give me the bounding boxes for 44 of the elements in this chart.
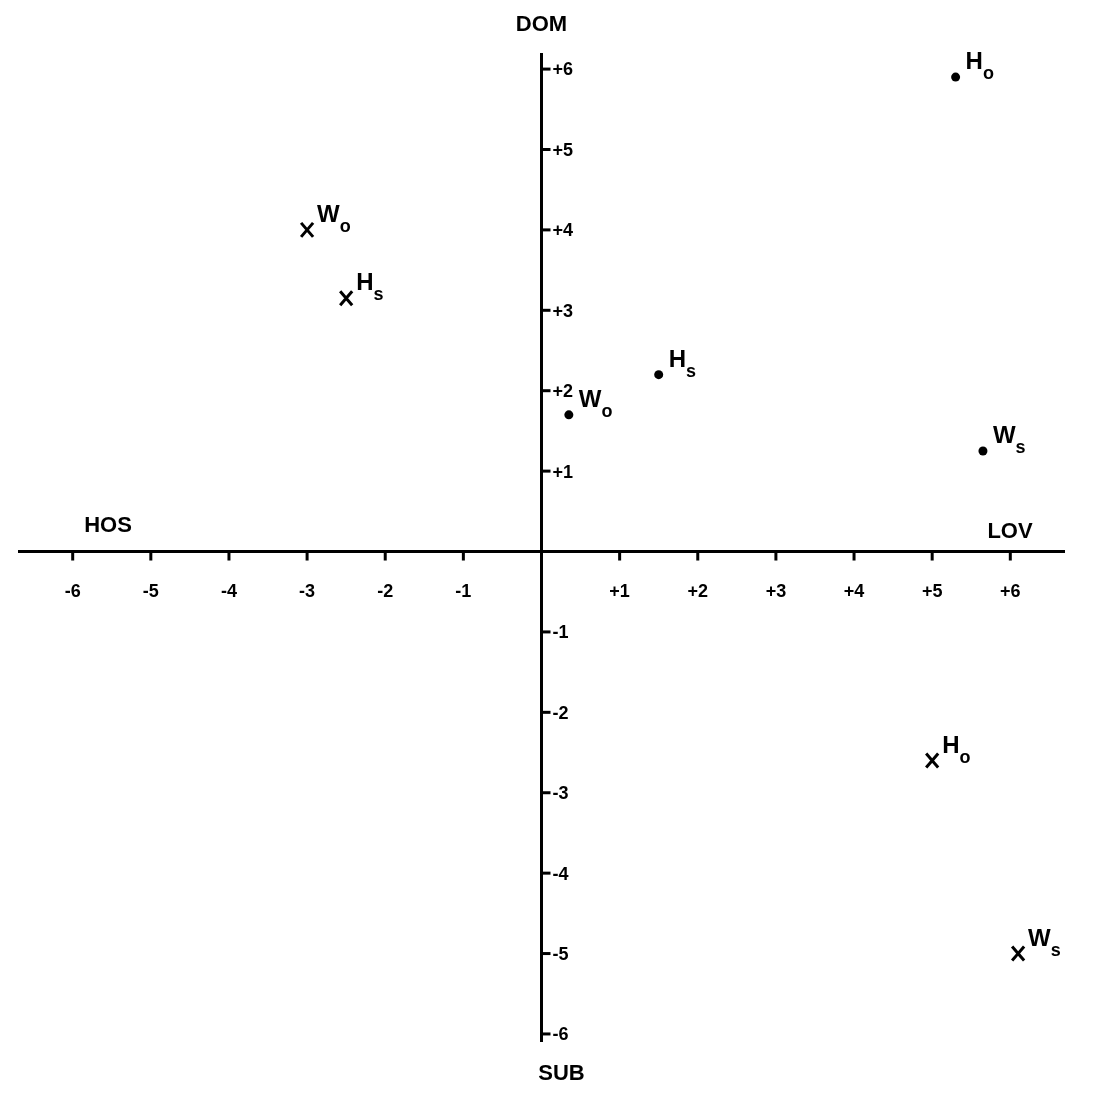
point [1010,945,1026,963]
annotation: H$_{o}$ [965,47,994,84]
x-tick-label: -6 [64,581,81,602]
text: SUB [538,1060,585,1085]
x-tick-label: +6 [1000,581,1021,602]
y-tick-label: -2 [552,702,569,723]
x-tick-label: +4 [843,581,865,602]
x-tick-label: +2 [687,581,709,602]
annotation: HOS [84,511,132,537]
y-tick-label: +5 [552,139,574,160]
annotation: W$_{o}$ [578,384,613,421]
y-tick-label: +6 [552,59,574,80]
y-tick-label: -3 [552,783,569,804]
y-tick-label: +2 [552,381,574,402]
annotation: W$_{o}$ [317,199,351,236]
x-tick-label: +1 [609,581,630,602]
point [299,221,315,239]
text: DOM [515,11,568,36]
annotation: H$_{s}$ [356,268,384,305]
y-tick-label: -6 [552,1024,569,1045]
x-tick-label: -2 [377,581,394,602]
point [564,410,574,420]
x-tick-label: -4 [220,581,237,602]
y-tick-label: +3 [552,300,574,321]
x-tick-label: -5 [142,581,159,602]
annotation: H$_{o}$ [942,730,971,767]
x-tick-label: -1 [455,581,472,602]
y-tick-label: -1 [552,622,569,643]
y-tick-label: -5 [552,943,569,964]
annotation: W$_{s}$ [1028,923,1061,960]
point [924,752,940,770]
x-tick-label: -3 [299,581,316,602]
annotation: LOV [987,517,1033,543]
y-tick-label: +4 [552,220,574,241]
x-tick-label: +3 [765,581,787,602]
annotation: H$_{s}$ [668,344,697,381]
y-tick-label: -4 [552,863,569,884]
point [338,289,354,307]
x-tick-label: +5 [921,581,943,602]
point [654,370,664,380]
point [978,446,988,456]
y-tick-label: +1 [552,461,574,482]
annotation: W$_{s}$ [992,421,1026,458]
point [951,72,961,82]
